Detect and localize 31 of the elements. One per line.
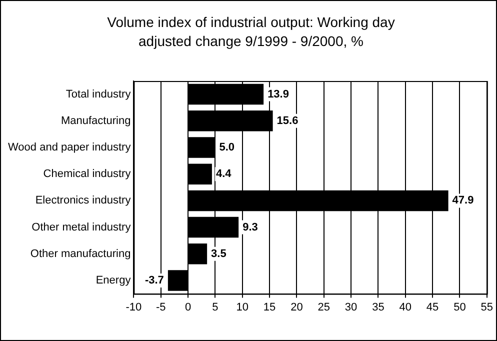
data-label: 13.9 (268, 88, 289, 100)
x-tick-label: 25 (318, 301, 330, 314)
x-tick-label: 35 (372, 301, 384, 314)
y-tick-label: Electronics industry (35, 194, 132, 207)
x-tick-label: -10 (126, 301, 142, 314)
x-tick-label: 20 (290, 301, 303, 314)
y-tick-label: Manufacturing (60, 114, 131, 127)
x-tick-label: -5 (156, 301, 166, 314)
x-tick-label: 10 (236, 301, 248, 314)
x-tick-label: 40 (399, 301, 412, 314)
y-tick-label: Wood and paper industry (8, 142, 132, 154)
y-tick-label: Total industry (66, 88, 132, 100)
data-label: 15.6 (276, 114, 298, 127)
y-tick-label: Energy (96, 274, 132, 287)
x-tick-label: 55 (480, 301, 494, 314)
x-tick-label: 45 (426, 301, 439, 314)
y-tick-label: Other manufacturing (30, 248, 131, 260)
y-tick-label: Other metal industry (32, 221, 132, 234)
chart-title: Volume index of industrial output: Working day adjusted change 9/1999 - 9/2000, % (106, 13, 396, 51)
x-tick-label: 50 (454, 301, 466, 314)
data-label: 4.4 (216, 168, 232, 180)
data-label: 5.0 (219, 142, 235, 154)
x-tick-label: 0 (184, 301, 192, 314)
data-label: 3.5 (211, 248, 226, 260)
x-tick-label: 30 (344, 301, 358, 314)
data-label: 9.3 (242, 221, 258, 234)
x-tick-label: 15 (263, 301, 276, 314)
y-tick-label: Chemical industry (43, 168, 132, 180)
data-label: -3.7 (144, 274, 164, 287)
x-tick-label: 5 (212, 301, 218, 314)
data-label: 47.9 (452, 194, 474, 207)
